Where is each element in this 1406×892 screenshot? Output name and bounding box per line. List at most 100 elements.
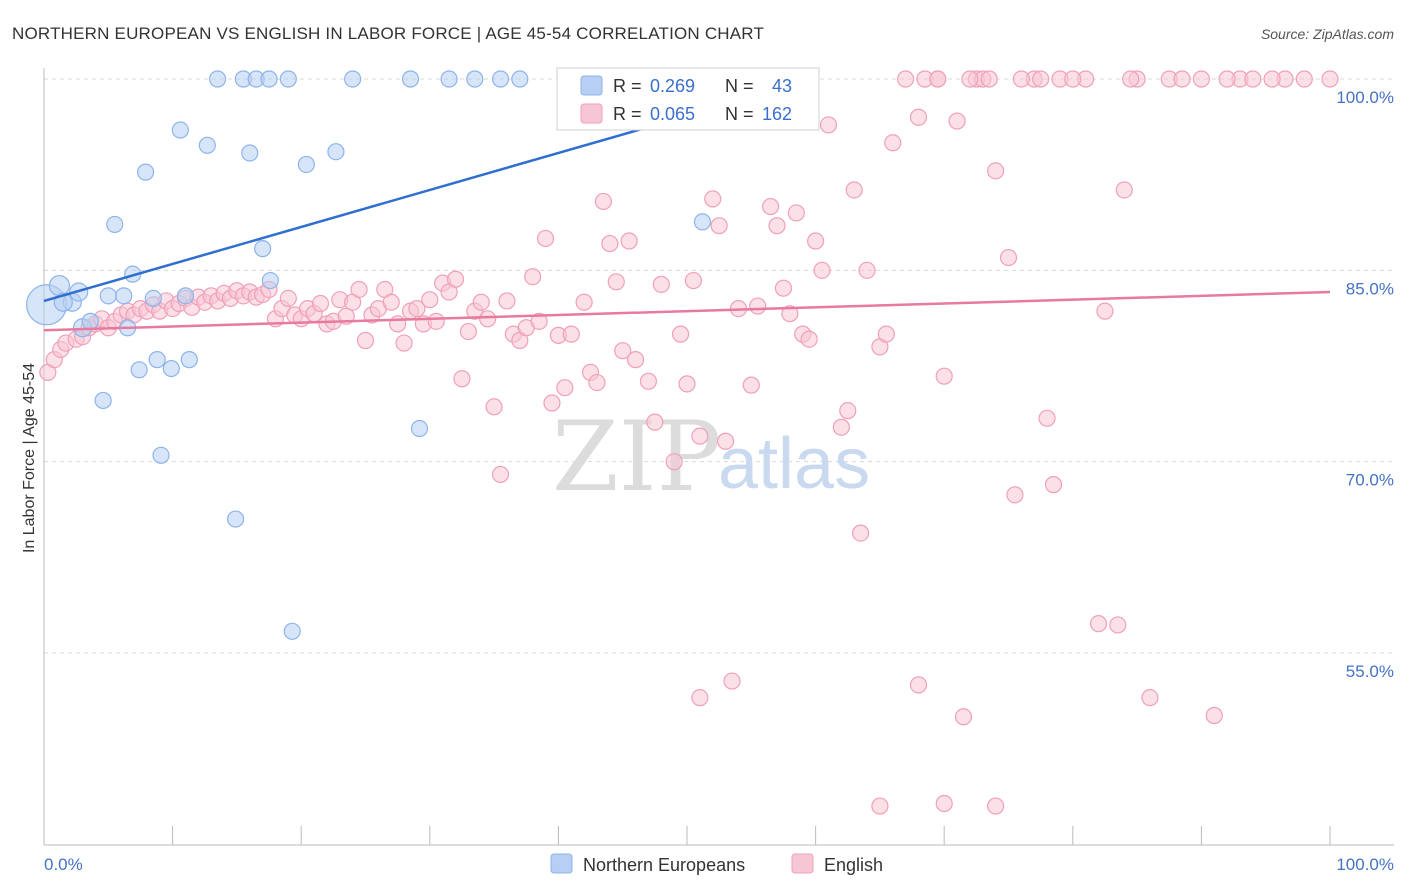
english-point-149 [1192, 70, 1211, 88]
english-point-48 [350, 280, 368, 299]
watermark: ZIP atlas [552, 401, 870, 513]
english-point-145 [1115, 181, 1133, 199]
english-point-86 [601, 234, 619, 253]
english-point-155 [1321, 70, 1339, 88]
english-point-49 [356, 331, 375, 350]
y-tick-label-55: 55.0% [1346, 662, 1394, 681]
northern-european-point-33 [261, 271, 279, 290]
chart-source: Source: ZipAtlas.com [1261, 26, 1394, 42]
northern-european-point-29 [491, 70, 510, 88]
english-point-116 [839, 402, 857, 420]
english-point-69 [485, 398, 503, 416]
english-point-78 [543, 394, 561, 412]
trend-line-english [43, 290, 1331, 332]
english-point-95 [671, 325, 690, 343]
series-legend: Northern Europeans English [550, 853, 883, 875]
english-point-105 [761, 197, 780, 216]
english-point-117 [845, 181, 863, 199]
english-point-67 [472, 293, 490, 311]
english-point-81 [562, 325, 580, 343]
northern-european-point-6 [115, 287, 133, 305]
english-point-169 [1263, 70, 1281, 88]
english-point-165 [1064, 70, 1082, 88]
english-point-132 [980, 70, 998, 88]
english-point-54 [389, 315, 407, 333]
english-point-114 [819, 116, 838, 134]
northern-european-point-17 [241, 144, 259, 162]
english-point-106 [768, 217, 786, 235]
english-point-71 [498, 292, 516, 310]
english-point-98 [691, 427, 709, 445]
northern-european-point-27 [440, 70, 458, 88]
english-point-82 [575, 293, 593, 311]
english-point-167 [1173, 70, 1191, 88]
english-point-77 [536, 229, 555, 248]
english-point-59 [421, 291, 439, 309]
stats-r-value-2: 0.065 [650, 104, 695, 124]
english-point-123 [897, 70, 915, 88]
english-point-103 [742, 376, 760, 394]
english-point-63 [446, 270, 465, 288]
english-point-124 [909, 676, 928, 694]
english-point-101 [716, 432, 735, 450]
english-point-70 [491, 465, 510, 484]
northern-european-point-16 [198, 136, 216, 154]
english-point-168 [1218, 70, 1236, 88]
axes [43, 68, 1394, 846]
english-point-142 [1089, 615, 1108, 633]
northern-european-point-13 [106, 215, 124, 234]
northern-european-point-32 [254, 240, 272, 258]
english-point-96 [678, 375, 696, 393]
english-point-42 [311, 294, 330, 313]
english-point-100 [710, 217, 728, 235]
english-point-134 [999, 248, 1018, 267]
english-point-109 [787, 204, 805, 222]
english-point-55 [395, 334, 413, 352]
english-point-76 [530, 312, 548, 330]
english-point-113 [813, 261, 831, 279]
northern-european-point-15 [171, 121, 189, 139]
x-tick-label-min: 0.0% [44, 855, 83, 874]
northern-european-point-42 [410, 419, 429, 438]
northern-european-point-38 [94, 391, 112, 410]
english-point-111 [800, 330, 818, 348]
stats-r-label-2: R = [613, 104, 642, 124]
english-point-89 [620, 232, 638, 250]
english-point-64 [453, 370, 471, 388]
english-point-135 [1006, 486, 1024, 504]
northern-european-point-20 [209, 70, 227, 88]
chart-title: NORTHERN EUROPEAN VS ENGLISH IN LABOR FO… [12, 24, 764, 43]
english-point-84 [588, 373, 606, 392]
english-point-166 [1122, 70, 1140, 88]
northern-european-point-37 [130, 361, 148, 379]
english-point-90 [626, 351, 645, 369]
english-point-152 [1244, 70, 1262, 88]
stats-legend: R = 0.269 N = 43 R = 0.065 N = 162 [556, 67, 820, 131]
stats-n-value-2: 162 [762, 104, 792, 124]
northern-european-points [25, 70, 712, 640]
english-point-147 [1141, 689, 1159, 707]
english-point-112 [806, 232, 825, 250]
english-point-85 [594, 192, 613, 211]
english-point-75 [524, 268, 542, 286]
northern-european-point-8 [81, 312, 99, 330]
stats-swatch-pink [580, 103, 603, 124]
english-point-157 [935, 794, 953, 813]
english-point-107 [774, 279, 793, 297]
stats-r-label-1: R = [613, 76, 642, 96]
english-point-68 [479, 310, 497, 328]
northern-european-point-41 [283, 622, 301, 640]
northern-european-point-36 [162, 359, 180, 378]
northern-european-point-34 [180, 351, 198, 369]
english-point-164 [1012, 70, 1030, 88]
stats-swatch-blue [580, 75, 603, 96]
gridlines [44, 78, 1394, 654]
english-point-161 [929, 70, 947, 88]
english-point-143 [1096, 302, 1114, 320]
y-axis-label: In Labor Force | Age 45-54 [21, 363, 38, 553]
english-point-119 [858, 261, 876, 279]
northern-european-point-14 [136, 163, 155, 181]
northern-european-point-39 [152, 446, 170, 464]
legend-label-northern-europeans: Northern Europeans [583, 855, 745, 875]
